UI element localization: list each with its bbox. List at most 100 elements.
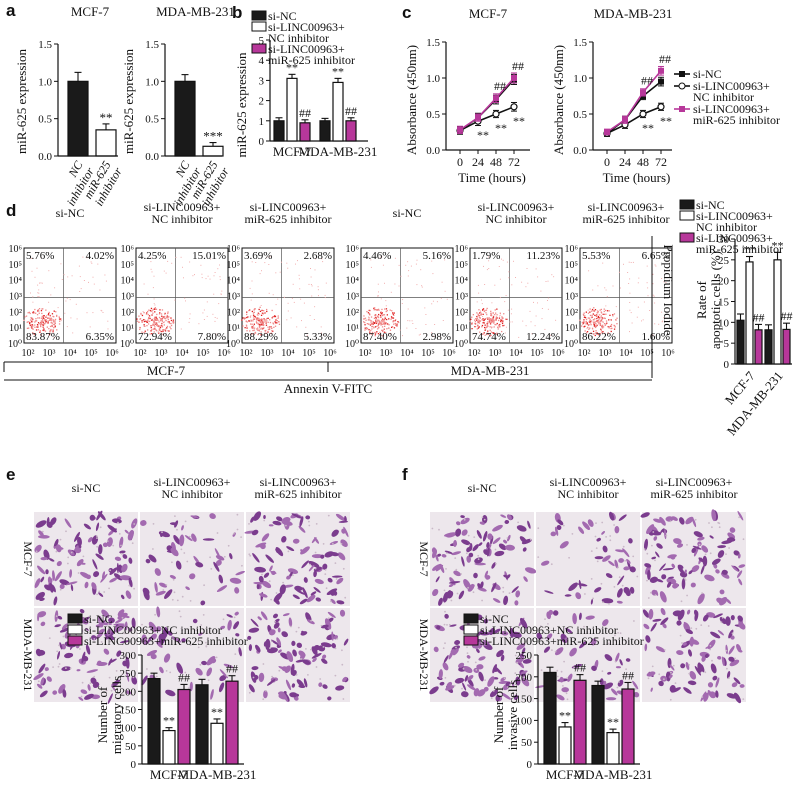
legend-swatch [679,210,695,221]
event-dot [189,313,191,315]
event-dot [40,323,42,326]
stained-cell [330,598,336,604]
significance-mark: ## [178,670,190,684]
membrane-pore [584,593,586,595]
event-dot [52,319,55,321]
event-dot [374,307,376,309]
event-dot [494,323,496,326]
event-dot [41,282,43,284]
event-dot [164,317,166,319]
event-dot [508,277,510,279]
membrane-pore [172,578,175,581]
event-dot [599,324,602,326]
y-tick-label: 4 [259,55,265,67]
event-dot [431,260,433,262]
event-dot [382,330,384,333]
quadrant-ul: 5.76% [26,250,54,262]
event-dot [631,322,633,324]
event-dot [161,317,163,319]
stained-cell [56,651,61,660]
stained-cell [737,553,741,559]
x-tick-label: 10³ [489,348,502,359]
event-dot [600,312,603,314]
bar-0-1 [591,684,605,765]
event-dot [79,276,81,278]
stained-cell [119,575,132,581]
stained-cell [78,696,84,701]
membrane-pore [295,630,298,633]
event-dot [260,324,263,326]
event-dot [321,332,322,334]
stained-cell [308,561,320,568]
event-dot [38,289,40,291]
event-dot [253,309,255,311]
event-dot [488,321,490,324]
membrane-pore [651,544,653,547]
stained-cell [493,667,498,672]
event-dot [39,331,41,333]
event-dot [470,318,472,320]
x-tick-label: 10⁵ [421,348,435,359]
event-dot [471,323,473,325]
event-dot [386,310,388,312]
membrane-pore [93,675,96,678]
stained-cell [164,589,173,599]
legend-label: si-LINC00963+miR-625 inhibitor [84,634,248,648]
event-dot [594,318,596,320]
stained-cell [454,640,461,645]
event-dot [158,328,161,330]
event-dot [263,327,265,329]
y-tick-label: 0.5 [38,114,52,126]
event-dot [320,326,322,328]
group-label: MCF-7 [147,363,186,378]
membrane-pore [109,640,111,643]
event-dot [594,326,597,329]
significance-mark: ## [345,104,357,118]
stained-cell [548,609,554,615]
y-tick-label: 100 [516,715,533,727]
stained-cell [256,583,260,590]
y-tick-label: 10⁰ [454,339,468,350]
membrane-pore [594,535,597,538]
event-dot [167,317,169,319]
membrane-pore [646,552,649,555]
event-dot [251,323,253,325]
y-tick-label: 10¹ [121,323,134,334]
event-dot [159,320,162,322]
stained-cell [234,587,240,594]
event-dot [588,317,591,319]
event-dot [483,322,485,324]
event-dot [293,301,295,303]
event-dot [613,328,616,330]
event-dot [480,313,482,315]
event-dot [586,331,588,334]
event-dot [257,314,259,316]
event-dot [145,313,148,315]
event-dot [374,322,376,324]
event-dot [267,317,269,319]
event-dot [381,314,384,317]
y-tick-label: 10² [121,307,134,318]
stained-cell [84,693,94,700]
plot-frame [360,247,454,344]
bar-1 [202,145,224,157]
stained-cell [285,679,292,691]
event-dot [259,324,261,326]
stained-cell [601,598,614,604]
event-dot [152,328,154,330]
event-dot [585,311,587,313]
event-dot [92,312,94,314]
stained-cell [312,657,317,663]
event-dot [486,317,488,319]
stained-cell [322,654,327,659]
event-dot [505,318,507,320]
stained-cell [275,548,279,554]
membrane-pore [67,556,70,559]
x-tick-label: 10⁴ [281,348,295,359]
event-dot [274,321,276,323]
event-dot [590,320,593,322]
event-dot [479,312,481,314]
event-dot [167,318,169,321]
data-point [658,67,664,74]
